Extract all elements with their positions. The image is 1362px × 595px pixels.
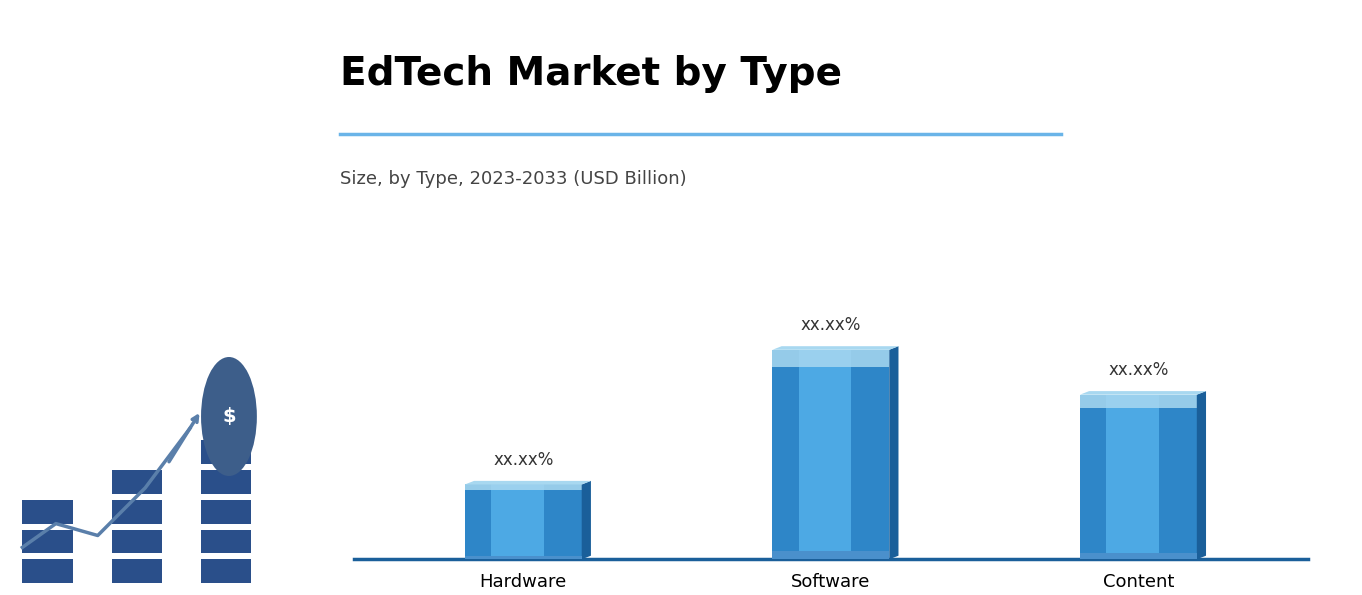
Bar: [202, 500, 251, 524]
Bar: [112, 530, 162, 553]
Circle shape: [166, 30, 180, 60]
Bar: [1080, 553, 1197, 559]
Bar: [772, 350, 889, 367]
Text: Infinity: Infinity: [83, 54, 196, 83]
Text: (2023 – 2033): (2023 – 2033): [80, 362, 199, 378]
Bar: [1080, 394, 1197, 408]
Polygon shape: [889, 346, 899, 559]
Text: 189.9: 189.9: [78, 159, 202, 198]
Text: Total Market Size: Total Market Size: [65, 209, 214, 225]
Bar: [492, 484, 543, 559]
Text: EdTech Market by Type: EdTech Market by Type: [339, 55, 842, 93]
Bar: [112, 470, 162, 494]
Bar: [798, 350, 851, 559]
Text: xx.xx%: xx.xx%: [1109, 361, 1169, 379]
Text: 14.5%: 14.5%: [72, 284, 207, 322]
Polygon shape: [464, 481, 591, 484]
Bar: [202, 530, 251, 553]
Bar: [202, 470, 251, 494]
Text: Size, by Type, 2023-2033 (USD Billion): Size, by Type, 2023-2033 (USD Billion): [339, 170, 686, 187]
Text: $: $: [222, 407, 236, 426]
Bar: [202, 440, 251, 464]
Bar: [464, 484, 582, 559]
Polygon shape: [582, 481, 591, 559]
Bar: [1106, 394, 1159, 559]
Bar: [112, 500, 162, 524]
Circle shape: [132, 18, 147, 48]
Text: xx.xx%: xx.xx%: [493, 451, 553, 469]
Bar: [1080, 394, 1197, 559]
Bar: [112, 559, 162, 583]
Polygon shape: [772, 346, 899, 350]
Bar: [464, 484, 582, 490]
Bar: [772, 551, 889, 559]
Bar: [464, 556, 582, 559]
Bar: [202, 559, 251, 583]
Bar: [22, 559, 72, 583]
Text: xx.xx%: xx.xx%: [801, 317, 861, 334]
Circle shape: [132, 6, 147, 36]
Bar: [22, 530, 72, 553]
Polygon shape: [1080, 391, 1205, 394]
Text: MARKET RESEARCH: MARKET RESEARCH: [95, 84, 184, 94]
Circle shape: [202, 357, 257, 476]
Text: USD Billion in 2023: USD Billion in 2023: [57, 239, 222, 255]
Bar: [772, 350, 889, 559]
Polygon shape: [1197, 391, 1205, 559]
Circle shape: [99, 30, 113, 60]
Text: CAGR: CAGR: [116, 334, 163, 350]
Bar: [22, 500, 72, 524]
